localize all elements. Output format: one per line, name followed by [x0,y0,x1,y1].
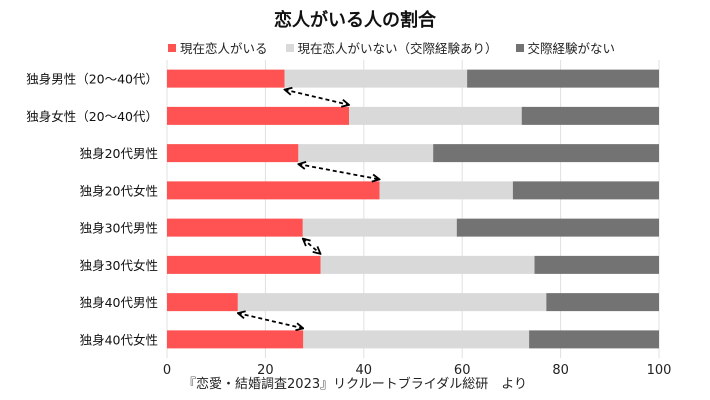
bar-segment [167,181,380,200]
legend-label: 交際経験がない [527,41,616,56]
legend-swatch [285,43,294,52]
x-tick-label: 40 [356,363,373,378]
bar-segment [529,330,659,349]
bar-segment [302,218,457,237]
bar-segment [512,181,659,200]
bar-segment [167,144,299,163]
bar-segment [167,293,238,312]
x-tick-label: 0 [163,363,171,378]
category-label: 独身男性（20〜40代） [26,72,158,87]
legend-item: 現在恋人がいない（交際経験あり） [285,38,498,57]
bar-segment [467,69,659,88]
legend-swatch [515,43,524,52]
bar-segment [167,69,285,88]
category-label: 独身30代男性 [80,221,158,236]
x-tick-label: 60 [454,363,471,378]
x-tick-label: 80 [552,363,569,378]
category-label: 独身20代男性 [80,146,158,161]
comparison-arrow [303,239,321,254]
bar-segment [349,106,522,125]
bar-segment [167,330,304,349]
x-tick-label: 20 [257,363,274,378]
comparison-arrow [238,313,303,328]
legend-label: 現在恋人がいる [180,41,268,56]
bar-segment [303,330,530,349]
category-label: 独身20代女性 [80,183,158,198]
legend: 現在恋人がいる 現在恋人がいない（交際経験あり） 交際経験がない [168,38,615,57]
bar-segment [298,144,434,163]
chart-title: 恋人がいる人の割合 [274,10,436,31]
bar-segment [546,293,659,312]
comparison-arrow [298,164,379,179]
x-tick-label: 100 [647,363,672,378]
category-label: 独身30代女性 [80,258,158,273]
legend-item: 現在恋人がいる [168,38,268,57]
legend-label: 現在恋人がいない（交際経験あり） [297,41,498,56]
bar-segment [167,255,321,274]
legend-swatch [168,43,176,52]
bar-segment [456,218,659,237]
bar-segment [521,106,659,125]
bar-segment [284,69,468,88]
bar-segment [237,293,547,312]
bar-segment [534,255,659,274]
bar-segment [379,181,513,200]
bar-segment [433,144,659,163]
category-label: 独身40代男性 [80,295,158,310]
bar-segment [167,106,350,125]
source-note: 『恋愛・結婚調査2023』リクルートブライダル総研 より [183,377,527,392]
bar-segment [167,218,303,237]
comparison-arrow [285,90,349,105]
bar-segment [320,255,535,274]
category-label: 独身女性（20〜40代） [26,109,158,124]
legend-item: 交際経験がない [515,38,616,57]
category-label: 独身40代女性 [80,332,158,347]
